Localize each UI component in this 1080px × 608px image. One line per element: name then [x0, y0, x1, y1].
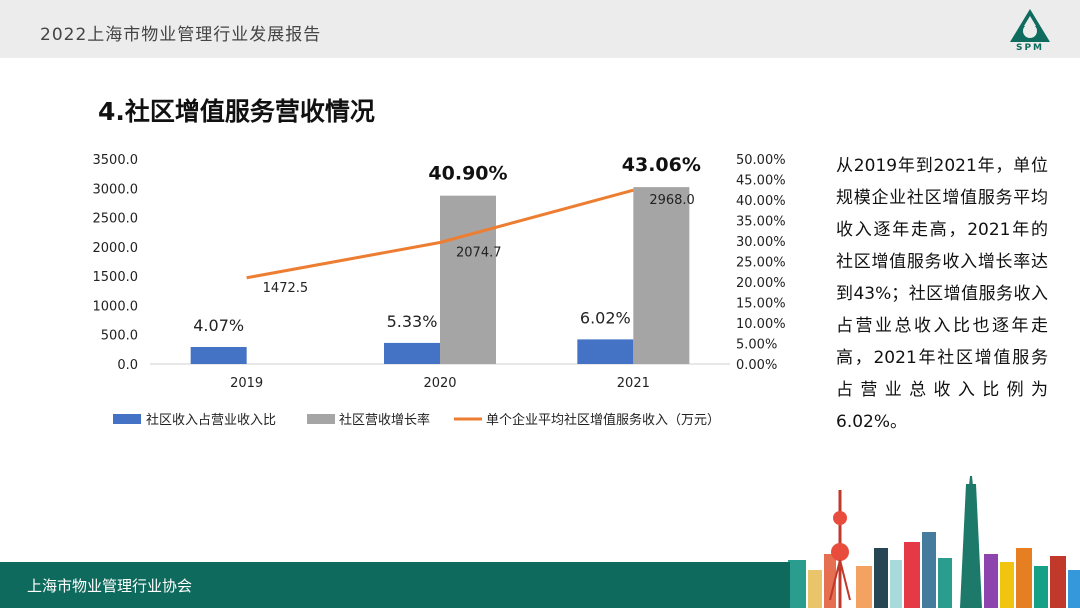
- left-axis-tick-label: 2500.0: [93, 212, 139, 227]
- bar-growth-rate-label: 40.90%: [428, 163, 507, 185]
- legend-label-avg-revenue: 单个企业平均社区增值服务收入（万元）: [486, 412, 720, 428]
- line-avg-revenue: [246, 188, 634, 280]
- bar-growth-rate: [440, 195, 496, 364]
- right-axis-tick-label: 5.00%: [736, 338, 777, 353]
- spm-logo: SPM: [1000, 6, 1060, 56]
- x-axis-category-label: 2019: [230, 376, 263, 391]
- left-axis-tick-label: 500.0: [101, 329, 138, 344]
- legend-label-growth-rate: 社区营收增长率: [339, 412, 430, 428]
- header-bar: 2022上海市物业管理行业发展报告 SPM: [0, 0, 1080, 58]
- section-title: 4.社区增值服务营收情况: [98, 97, 375, 126]
- right-axis-tick-label: 25.00%: [736, 256, 786, 271]
- x-axis-category-label: 2021: [617, 376, 650, 391]
- left-axis-tick-label: 0.0: [117, 358, 138, 373]
- bar-income-ratio-label: 6.02%: [580, 308, 631, 327]
- left-axis-tick-label: 1000.0: [93, 299, 139, 314]
- bar-income-ratio: [577, 339, 634, 364]
- legend-swatch-income-ratio: [113, 414, 141, 424]
- city-skyline-illustration: [788, 476, 1080, 608]
- x-axis-category-label: 2020: [423, 376, 456, 391]
- right-axis-tick-label: 40.00%: [736, 194, 786, 209]
- line-avg-revenue-label: 1472.5: [263, 281, 309, 296]
- legend-label-income-ratio: 社区收入占营业收入比: [146, 412, 276, 428]
- right-axis-tick-label: 20.00%: [736, 276, 786, 291]
- logo-text: SPM: [1015, 43, 1045, 53]
- revenue-chart: 0.0 500.0 1000.0 1500.0 2000.0 2500.0 3000.0 35…: [93, 153, 786, 428]
- bar-income-ratio: [384, 342, 440, 364]
- right-axis-tick-label: 15.00%: [736, 297, 786, 312]
- right-axis-tick-label: 35.00%: [736, 215, 786, 230]
- left-axis-tick-label: 3500.0: [93, 153, 139, 168]
- line-avg-revenue-label: 2968.0: [649, 193, 695, 208]
- bar-income-ratio-label: 5.33%: [387, 312, 438, 331]
- spm-logo-icon: [1010, 9, 1050, 42]
- description-text: 从2019年到2021年，单位规模企业社区增值服务平均收入逐年走高，2021年的…: [836, 156, 1048, 432]
- left-axis-tick-label: 2000.0: [93, 241, 139, 256]
- footer-organization: 上海市物业管理行业协会: [27, 577, 193, 595]
- right-axis-tick-label: 45.00%: [736, 174, 786, 189]
- bar-growth-rate: [633, 187, 690, 364]
- bar-income-ratio-label: 4.07%: [193, 316, 244, 335]
- line-avg-revenue-label: 2074.7: [456, 245, 502, 260]
- left-axis-tick-label: 1500.0: [93, 270, 139, 285]
- right-axis-tick-label: 50.00%: [736, 153, 786, 168]
- left-axis-tick-label: 3000.0: [93, 182, 139, 197]
- bar-income-ratio: [190, 347, 247, 364]
- right-axis-tick-label: 10.00%: [736, 317, 786, 332]
- right-axis-tick-label: 30.00%: [736, 235, 786, 250]
- legend-swatch-growth-rate: [307, 414, 335, 424]
- footer-bar: 上海市物业管理行业协会: [0, 562, 790, 608]
- right-axis-tick-label: 0.00%: [736, 358, 777, 373]
- report-title: 2022上海市物业管理行业发展报告: [40, 25, 322, 45]
- bar-growth-rate-label: 43.06%: [622, 154, 701, 176]
